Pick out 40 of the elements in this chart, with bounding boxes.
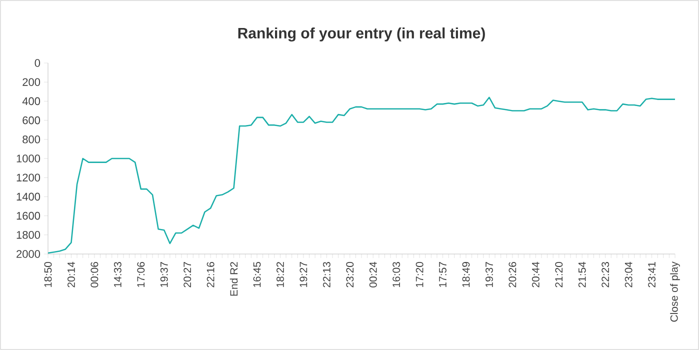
x-tick-label: 19:37 (486, 262, 493, 287)
x-tick-label: 22:23 (602, 262, 610, 288)
y-tick-label: 1800 (16, 231, 40, 239)
x-tick-label: 22:16 (206, 262, 214, 288)
x-tick-label: Close of play (670, 262, 680, 322)
x-tick-label: 17:20 (416, 262, 424, 287)
x-tick-label: 16:03 (392, 262, 400, 287)
x-tick-label: 17:57 (439, 262, 446, 287)
x-tick-label: 20:27 (184, 262, 192, 288)
x-tick-label: 19:37 (160, 262, 168, 287)
y-tick-label: 200 (22, 78, 40, 86)
y-tick-label: 2000 (16, 250, 40, 258)
x-tick-label: 16:45 (253, 262, 261, 287)
y-tick-label: 1400 (16, 192, 40, 201)
y-tick-label: 800 (22, 136, 40, 144)
x-tick-label: 20:26 (508, 262, 516, 288)
x-tick-label: 23:04 (624, 262, 632, 288)
y-tick-label: 1600 (16, 212, 40, 220)
x-tick-label: 21:20 (555, 262, 563, 288)
y-tick-label: 400 (22, 97, 40, 106)
x-tick-label: 14:33 (114, 262, 122, 287)
x-tick-label: 00:24 (369, 262, 377, 288)
x-tick-label: 18:22 (276, 262, 284, 287)
y-tick-label: 600 (22, 116, 40, 124)
x-tick-label: 22:13 (322, 262, 330, 288)
chart-title: Ranking of your entry (in real time) (238, 27, 485, 42)
x-tick-label: 23:41 (648, 262, 656, 288)
y-tick-label: 0 (34, 59, 40, 67)
x-tick-label: 20:14 (68, 262, 75, 288)
x-tick-label: 18:50 (44, 262, 52, 287)
y-tick-label: 1200 (16, 174, 40, 182)
x-tick-label: 17:06 (137, 262, 145, 287)
x-tick-label: 00:06 (90, 262, 98, 288)
x-tick-label: 20:44 (532, 262, 540, 288)
x-tick-label: 23:20 (346, 262, 354, 288)
x-tick-label: 21:54 (578, 262, 586, 288)
y-tick-label: 1000 (16, 154, 40, 162)
x-tick-label: End R2 (230, 262, 238, 296)
x-tick-label: 19:27 (300, 262, 308, 287)
x-tick-label: 18:49 (462, 262, 470, 287)
